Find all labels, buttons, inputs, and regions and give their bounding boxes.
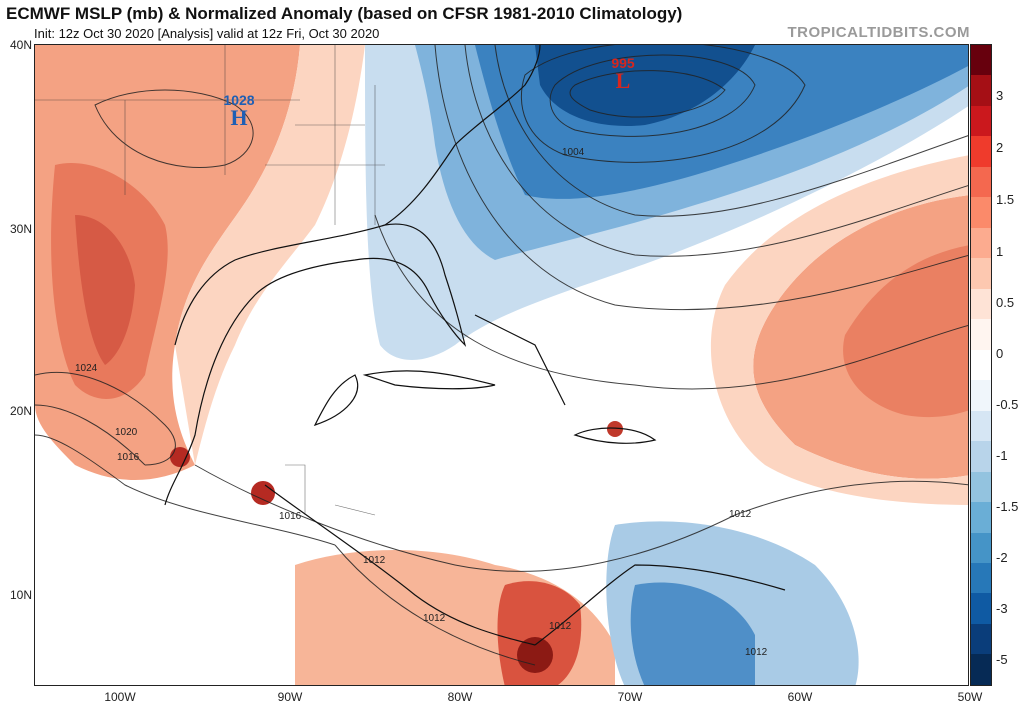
warm-anomaly-atlantic-light xyxy=(710,155,968,505)
colorbar-segment xyxy=(971,349,991,381)
colorbar-label: -1 xyxy=(996,448,1008,463)
map-panel: 1004 1012 1012 1012 1012 1012 1016 1016 … xyxy=(34,44,969,686)
colorbar-segment xyxy=(971,593,991,624)
colorbar-segment xyxy=(971,562,991,594)
high-pressure-letter: H xyxy=(230,105,248,130)
lon-label-60w: 60W xyxy=(787,690,813,704)
colorbar-label: 1 xyxy=(996,244,1004,259)
isobar-label: 1012 xyxy=(423,613,446,624)
colorbar-label: -0.5 xyxy=(996,397,1019,412)
lon-label-90w: 90W xyxy=(277,690,303,704)
colorbar-segment xyxy=(971,136,991,167)
isobar-labels: 1004 1012 1012 1012 1012 1012 1016 1016 … xyxy=(75,147,768,658)
colorbar-label: 0.5 xyxy=(996,295,1015,310)
lon-label-100w: 100W xyxy=(104,690,136,704)
colorbar-label: 0 xyxy=(996,346,1004,361)
anomaly-colorbar xyxy=(970,44,992,686)
low-pressure-marker: 995 L xyxy=(600,55,646,93)
colorbar-segment xyxy=(971,75,991,106)
colorbar-segment xyxy=(971,288,991,320)
colorbar-label: 3 xyxy=(996,88,1004,103)
colorbar-label: 1.5 xyxy=(996,192,1015,207)
colorbar-label: -2 xyxy=(996,550,1008,565)
colorbar-segment xyxy=(971,532,991,563)
warm-anomaly-atlantic-core xyxy=(843,245,968,418)
colorbar-segment xyxy=(971,258,991,289)
colorbar-segment xyxy=(971,380,991,411)
map-subtitle: Init: 12z Oct 30 2020 [Analysis] valid a… xyxy=(34,26,380,41)
warm-anomaly-inner xyxy=(75,215,135,365)
lat-label-10n: 10N xyxy=(9,588,32,602)
colorbar-segment xyxy=(971,166,991,198)
colorbar-segment xyxy=(971,623,991,655)
colorbar-label: -1.5 xyxy=(996,499,1019,514)
colorbar-label: -3 xyxy=(996,601,1008,616)
isobar-label: 1012 xyxy=(745,647,768,658)
colorbar-segment xyxy=(971,502,991,533)
lon-label-70w: 70W xyxy=(617,690,643,704)
warm-spot-guatemala xyxy=(251,481,275,505)
low-pressure-letter: L xyxy=(615,68,631,93)
cold-anomaly-south-core xyxy=(630,582,755,685)
colorbar-segment xyxy=(971,410,991,442)
anomaly-map: 1004 1012 1012 1012 1012 1012 1016 1016 … xyxy=(35,45,968,685)
warm-spot-colombia xyxy=(517,637,553,673)
colorbar-segment xyxy=(971,197,991,228)
lon-label-80w: 80W xyxy=(447,690,473,704)
high-pressure-value: 1028 xyxy=(223,92,255,108)
isobar-label: 1020 xyxy=(115,427,138,438)
lat-label-30n: 30N xyxy=(9,222,32,236)
colorbar-segment xyxy=(971,654,991,685)
isobar-label: 1012 xyxy=(363,555,386,566)
warm-anomaly-light xyxy=(175,45,365,465)
colorbar-label: 2 xyxy=(996,140,1004,155)
isobar-label: 1012 xyxy=(549,621,572,632)
colorbar-segment xyxy=(971,45,991,76)
colorbar-label: -5 xyxy=(996,652,1008,667)
isobar-label: 1012 xyxy=(729,509,752,520)
colorbar-segment xyxy=(971,105,991,137)
isobar-label: 1016 xyxy=(279,511,302,522)
colorbar-segment xyxy=(971,319,991,350)
isobar-label: 1024 xyxy=(75,363,98,374)
colorbar-segment xyxy=(971,441,991,472)
high-pressure-marker: 1028 H xyxy=(216,92,262,130)
isobar-label: 1016 xyxy=(117,452,140,463)
coastlines xyxy=(164,45,786,646)
warm-spot-hispaniola xyxy=(607,421,623,437)
lon-label-50w: 50W xyxy=(957,690,983,704)
low-pressure-value: 995 xyxy=(611,55,635,71)
colorbar-segment xyxy=(971,227,991,259)
lat-label-20n: 20N xyxy=(9,404,32,418)
colorbar-segment xyxy=(971,471,991,503)
political-borders xyxy=(35,45,385,516)
lat-label-40n: 40N xyxy=(9,38,32,52)
isobar-label: 1004 xyxy=(562,147,585,158)
warm-spot-mexico xyxy=(170,447,190,467)
credit-watermark: TROPICALTIDBITS.COM xyxy=(787,24,970,41)
map-title: ECMWF MSLP (mb) & Normalized Anomaly (ba… xyxy=(6,4,683,23)
